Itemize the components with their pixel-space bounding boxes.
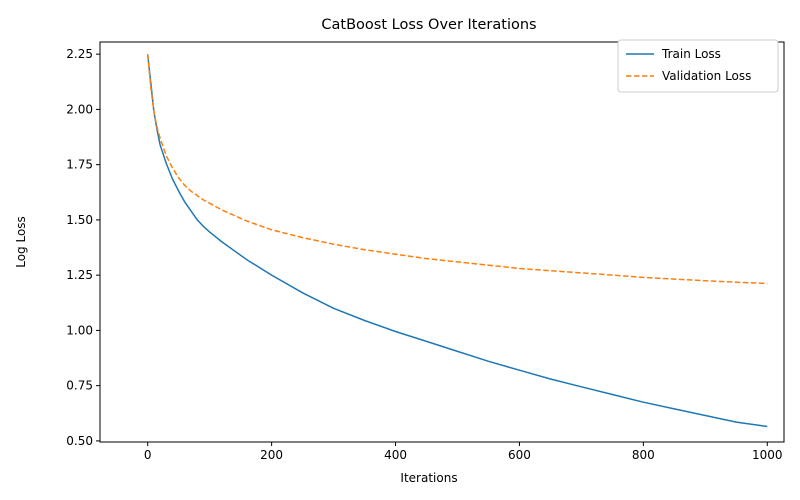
x-axis-ticks: 0 200 400 600 800 1000 (144, 442, 783, 462)
y-tick-label: 1.00 (66, 323, 93, 337)
y-tick-label: 1.50 (66, 213, 93, 227)
series-line-train-loss (146, 54, 768, 428)
legend-box (617, 39, 779, 93)
y-tick-label: 1.25 (66, 268, 93, 282)
series-lines (146, 54, 768, 428)
legend: Train Loss Validation Loss (617, 39, 779, 93)
x-tick-label: 800 (632, 448, 655, 462)
chart-title: CatBoost Loss Over Iterations (321, 17, 536, 33)
x-axis-title: Iterations (400, 471, 457, 485)
y-tick-label: 0.75 (66, 379, 93, 393)
legend-label: Train Loss (661, 47, 721, 61)
y-tick-label: 1.75 (66, 158, 93, 172)
x-tick-label: 600 (508, 448, 531, 462)
legend-label: Validation Loss (662, 69, 751, 83)
y-axis-ticks: 0.50 0.75 1.00 1.25 1.50 1.75 2.00 2.25 (66, 47, 100, 448)
y-axis-title: Log Loss (14, 216, 28, 268)
plot-area: 0 200 400 600 800 1000 0.50 0.75 1.00 1.25 1.50 1.… (66, 41, 785, 462)
y-tick-label: 0.50 (66, 434, 93, 448)
x-tick-label: 1000 (752, 448, 783, 462)
x-tick-label: 200 (260, 448, 283, 462)
plot-frame (99, 41, 785, 443)
y-tick-label: 2.00 (66, 102, 93, 116)
x-tick-label: 0 (144, 448, 152, 462)
x-tick-label: 400 (384, 448, 407, 462)
y-tick-label: 2.25 (66, 47, 93, 61)
